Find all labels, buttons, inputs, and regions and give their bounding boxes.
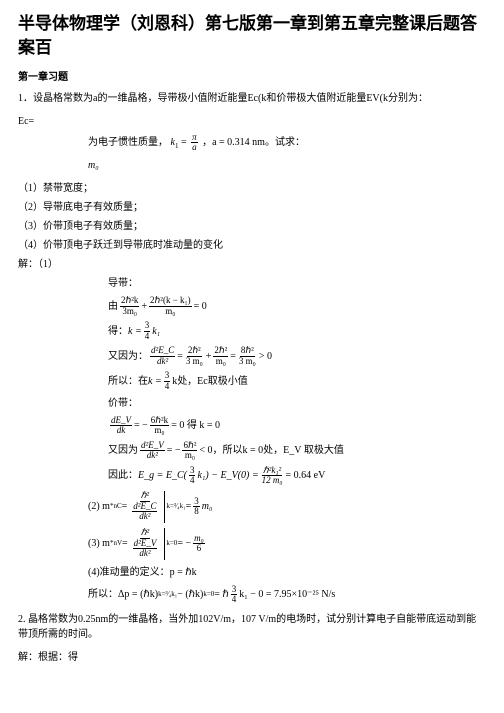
item-2: （2）导带底电子有效质量； bbox=[18, 200, 486, 215]
conduction-band-label: 导带： bbox=[108, 276, 486, 291]
solution-label: 解：（1） bbox=[18, 257, 486, 272]
eq-9: (3) m*nV = ℏ² d²E_Vdk² k=0 = − m₀6 bbox=[88, 528, 486, 560]
electron-mass-line: 为电子惯性质量， k1 = πa ，a = 0.314 nm。试求： bbox=[88, 133, 486, 153]
eq-6: 又因为 d²E_Vdk² = − 6ℏ²m₀ < 0，所以k = 0处，E_V … bbox=[108, 441, 486, 461]
eq-8: (2) m*nC = ℏ² d²E_Cdk² k=³⁄₄k₁ = 38 m₀ bbox=[88, 491, 486, 523]
eq-4: 所以：在 k = 34 k处，Ec取极小值 bbox=[108, 371, 486, 391]
eq-11: 所以：Δp = (ℏk)k=³⁄₄k₁ − (ℏk)k=0 = ℏ 34 k₁ … bbox=[88, 585, 486, 605]
part-2-block: (2) m*nC = ℏ² d²E_Cdk² k=³⁄₄k₁ = 38 m₀ (… bbox=[88, 491, 486, 605]
eq-5: dE_Vdk = − 6ℏ²km₀ = 0 得 k = 0 bbox=[108, 416, 486, 436]
eq-1: 由 2ℏ²k3m₀ + 2ℏ²(k − k₁)m₀ = 0 bbox=[108, 296, 486, 316]
question-2: 2. 晶格常数为0.25nm的一维晶格，当外加102V/m，107 V/m的电场… bbox=[18, 612, 486, 642]
derivation-block: 导带： 由 2ℏ²k3m₀ + 2ℏ²(k − k₁)m₀ = 0 得： k =… bbox=[108, 276, 486, 485]
eq-2: 得： k = 34 k₁ bbox=[108, 321, 486, 341]
m0-symbol: m₀ bbox=[88, 158, 486, 173]
eq-7: 因此： E_g = E_C( 34 k₁) − E_V(0) = ℏ²k₁²12… bbox=[108, 466, 486, 486]
chapter-heading: 第一章习题 bbox=[18, 70, 486, 85]
page-title: 半导体物理学（刘恩科）第七版第一章到第五章完整课后题答案百 bbox=[18, 12, 486, 60]
question-1: 1．设晶格常数为a的一维晶格，导带极小值附近能量Ec(k和价带极大值附近能量EV… bbox=[18, 91, 486, 106]
item-1: （1）禁带宽度； bbox=[18, 181, 486, 196]
ec-label: Ec= bbox=[18, 114, 486, 129]
solution-2: 解：根据：得 bbox=[18, 650, 486, 665]
item-4: （4）价带顶电子跃迁到导带底时准动量的变化 bbox=[18, 238, 486, 253]
item-3: （3）价带顶电子有效质量； bbox=[18, 219, 486, 234]
eq-10: (4)准动量的定义：p = ℏk bbox=[88, 565, 486, 580]
eq-3: 又因为： d²E_Cdk² = 2ℏ²3 m₀ + 2ℏ²m₀ = 8ℏ²3 m… bbox=[108, 346, 486, 366]
valence-band-label: 价带： bbox=[108, 396, 486, 411]
